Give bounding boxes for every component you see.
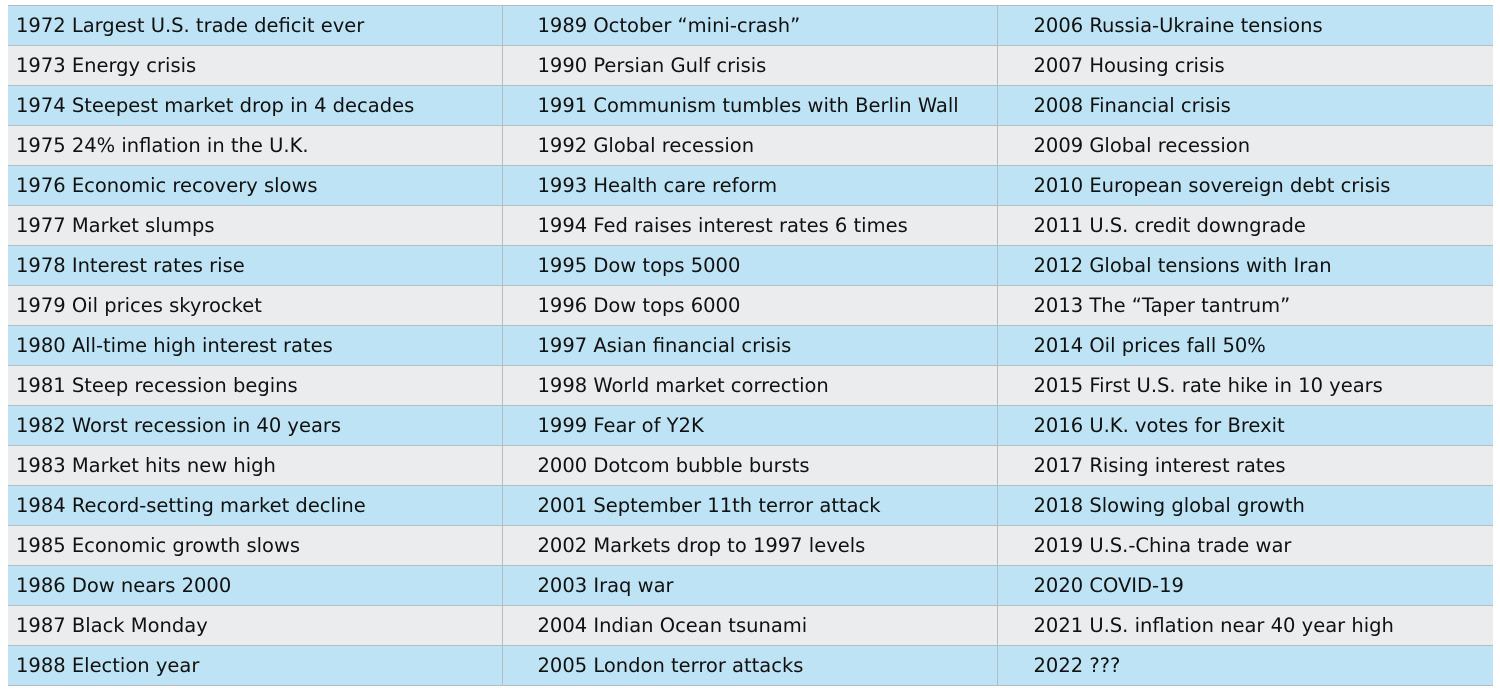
- table-row: 1979 Oil prices skyrocket 1996 Dow tops 6…: [8, 285, 1493, 326]
- events-table-body: 1972 Largest U.S. trade deficit ever 1989…: [8, 5, 1493, 686]
- event-cell: 1999 Fear of Y2K: [501, 405, 997, 446]
- event-cell: 1990 Persian Gulf crisis: [501, 45, 997, 86]
- event-cell: 1983 Market hits new high: [8, 445, 502, 486]
- event-cell: 2006 Russia-Ukraine tensions: [996, 5, 1493, 46]
- events-by-year-table: 1972 Largest U.S. trade deficit ever 1989…: [8, 5, 1493, 686]
- event-cell: 2011 U.S. credit downgrade: [996, 205, 1493, 246]
- event-cell: 1987 Black Monday: [8, 605, 502, 646]
- table-row: 1982 Worst recession in 40 years 1999 Fea…: [8, 405, 1493, 446]
- events-table-container: 1972 Largest U.S. trade deficit ever 1989…: [8, 5, 1493, 686]
- table-row: 1983 Market hits new high 2000 Dotcom bub…: [8, 445, 1493, 486]
- event-cell: 2016 U.K. votes for Brexit: [996, 405, 1493, 446]
- table-row: 1984 Record-setting market decline 2001 S…: [8, 485, 1493, 526]
- event-cell: 1982 Worst recession in 40 years: [8, 405, 502, 446]
- event-cell: 1998 World market correction: [501, 365, 997, 406]
- table-row: 1976 Economic recovery slows 1993 Health …: [8, 165, 1493, 206]
- event-cell: 1979 Oil prices skyrocket: [8, 285, 502, 326]
- event-cell: 1984 Record-setting market decline: [8, 485, 502, 526]
- table-row: 1985 Economic growth slows 2002 Markets d…: [8, 525, 1493, 566]
- event-cell: 1976 Economic recovery slows: [8, 165, 502, 206]
- event-cell: 2017 Rising interest rates: [996, 445, 1493, 486]
- event-cell: 2004 Indian Ocean tsunami: [501, 605, 997, 646]
- event-cell: 2014 Oil prices fall 50%: [996, 325, 1493, 366]
- table-row: 1973 Energy crisis 1990 Persian Gulf cris…: [8, 45, 1493, 86]
- event-cell: 2008 Financial crisis: [996, 85, 1493, 126]
- event-cell: 2022 ???: [996, 645, 1493, 686]
- event-cell: 1972 Largest U.S. trade deficit ever: [8, 5, 502, 46]
- event-cell: 2013 The “Taper tantrum”: [996, 285, 1493, 326]
- event-cell: 2009 Global recession: [996, 125, 1493, 166]
- event-cell: 1995 Dow tops 5000: [501, 245, 997, 286]
- event-cell: 1993 Health care reform: [501, 165, 997, 206]
- event-cell: 1981 Steep recession begins: [8, 365, 502, 406]
- event-cell: 2005 London terror attacks: [501, 645, 997, 686]
- event-cell: 1989 October “mini-crash”: [501, 5, 997, 46]
- table-row: 1978 Interest rates rise 1995 Dow tops 50…: [8, 245, 1493, 286]
- event-cell: 2003 Iraq war: [501, 565, 997, 606]
- event-cell: 2020 COVID-19: [996, 565, 1493, 606]
- event-cell: 1997 Asian financial crisis: [501, 325, 997, 366]
- event-cell: 1978 Interest rates rise: [8, 245, 502, 286]
- event-cell: 2019 U.S.-China trade war: [996, 525, 1493, 566]
- table-row: 1974 Steepest market drop in 4 decades 19…: [8, 85, 1493, 126]
- event-cell: 1973 Energy crisis: [8, 45, 502, 86]
- event-cell: 1996 Dow tops 6000: [501, 285, 997, 326]
- event-cell: 2000 Dotcom bubble bursts: [501, 445, 997, 486]
- event-cell: 1992 Global recession: [501, 125, 997, 166]
- table-row: 1988 Election year 2005 London terror att…: [8, 645, 1493, 686]
- event-cell: 2012 Global tensions with Iran: [996, 245, 1493, 286]
- table-row: 1972 Largest U.S. trade deficit ever 1989…: [8, 5, 1493, 46]
- event-cell: 1974 Steepest market drop in 4 decades: [8, 85, 502, 126]
- event-cell: 1991 Communism tumbles with Berlin Wall: [501, 85, 997, 126]
- event-cell: 2007 Housing crisis: [996, 45, 1493, 86]
- event-cell: 1994 Fed raises interest rates 6 times: [501, 205, 997, 246]
- table-row: 1986 Dow nears 2000 2003 Iraq war 2020 COV…: [8, 565, 1493, 606]
- event-cell: 1985 Economic growth slows: [8, 525, 502, 566]
- event-cell: 2002 Markets drop to 1997 levels: [501, 525, 997, 566]
- event-cell: 1975 24% inflation in the U.K.: [8, 125, 502, 166]
- event-cell: 1988 Election year: [8, 645, 502, 686]
- event-cell: 1986 Dow nears 2000: [8, 565, 502, 606]
- event-cell: 2018 Slowing global growth: [996, 485, 1493, 526]
- table-row: 1975 24% inflation in the U.K. 1992 Globa…: [8, 125, 1493, 166]
- table-row: 1987 Black Monday 2004 Indian Ocean tsuna…: [8, 605, 1493, 646]
- event-cell: 1980 All-time high interest rates: [8, 325, 502, 366]
- event-cell: 2001 September 11th terror attack: [501, 485, 997, 526]
- event-cell: 1977 Market slumps: [8, 205, 502, 246]
- event-cell: 2021 U.S. inflation near 40 year high: [996, 605, 1493, 646]
- table-row: 1981 Steep recession begins 1998 World ma…: [8, 365, 1493, 406]
- event-cell: 2010 European sovereign debt crisis: [996, 165, 1493, 206]
- table-row: 1977 Market slumps 1994 Fed raises intere…: [8, 205, 1493, 246]
- event-cell: 2015 First U.S. rate hike in 10 years: [996, 365, 1493, 406]
- table-row: 1980 All-time high interest rates 1997 As…: [8, 325, 1493, 366]
